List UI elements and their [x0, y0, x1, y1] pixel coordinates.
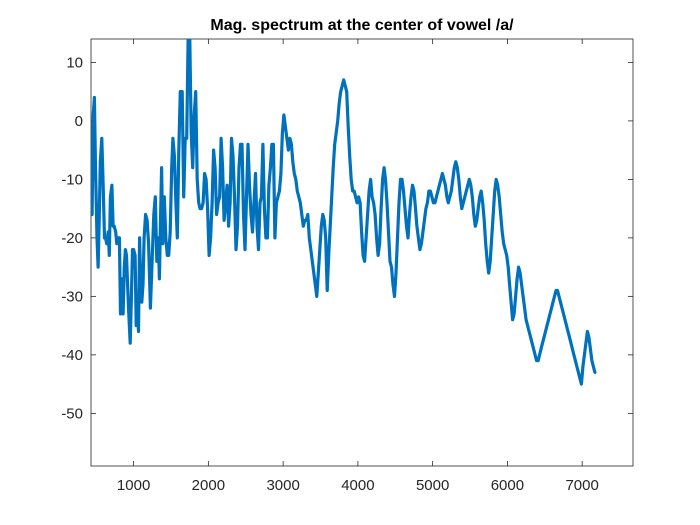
x-tick-label: 4000 [341, 477, 374, 494]
x-tick-label: 2000 [192, 477, 225, 494]
y-tick-label: -10 [61, 171, 83, 188]
chart-title: Mag. spectrum at the center of vowel /a/ [210, 17, 514, 34]
y-tick-label: -40 [61, 347, 83, 364]
y-tick-label: -30 [61, 288, 83, 305]
x-tick-label: 5000 [416, 477, 449, 494]
x-tick-label: 1000 [117, 477, 150, 494]
axis-ticks: 1000 2000 3000 4000 5000 6000 7000 10 0 -10 -20 -30… [61, 39, 633, 494]
y-tick-label: -20 [61, 230, 83, 247]
x-tick-label: 7000 [565, 477, 598, 494]
x-tick-label: 6000 [491, 477, 524, 494]
spectrum-line [91, 39, 597, 386]
y-tick-label: -50 [61, 405, 83, 422]
y-tick-label: 10 [66, 54, 83, 71]
series-layer [91, 39, 597, 386]
y-tick-label: 0 [75, 113, 83, 130]
x-tick-label: 3000 [266, 477, 299, 494]
